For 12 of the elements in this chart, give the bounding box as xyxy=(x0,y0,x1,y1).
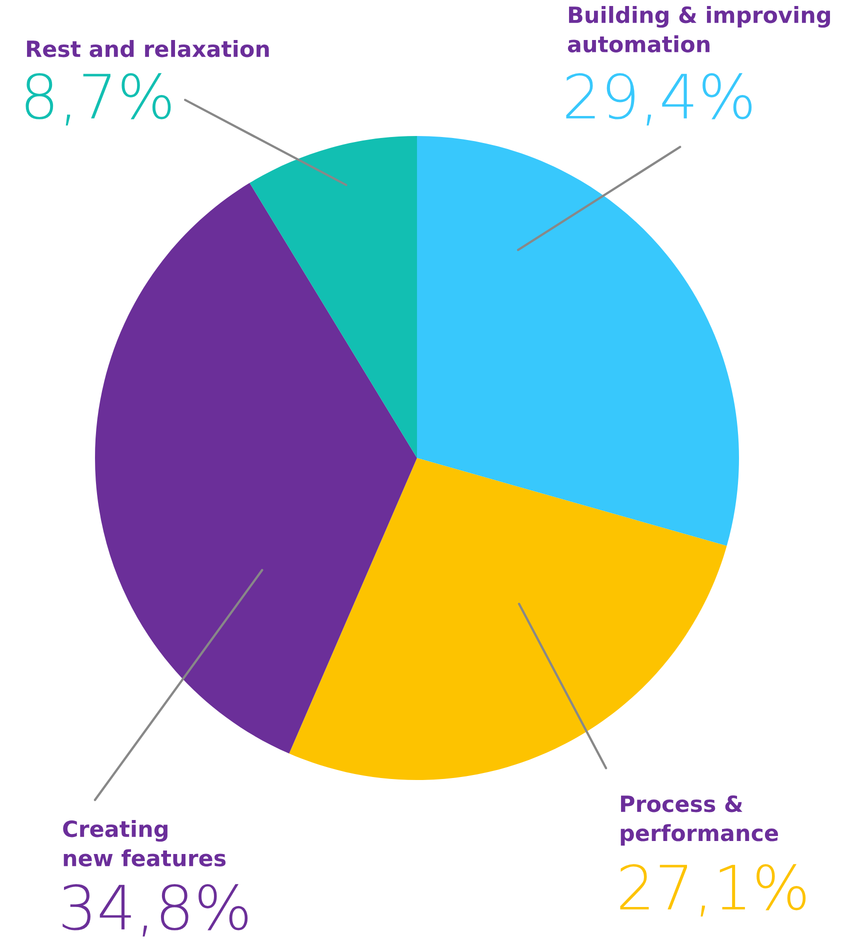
pie-slice xyxy=(289,458,727,780)
data-label: 29,4% xyxy=(566,73,752,126)
data-label: 27,1% xyxy=(620,864,806,917)
slice-label: Process & performance xyxy=(620,795,778,846)
pie-slice xyxy=(417,136,739,546)
data-label: 34,8% xyxy=(62,884,248,937)
slice-label: Building & improving automation xyxy=(568,6,830,52)
slice-label: Creating new features xyxy=(63,820,226,866)
pie-slice xyxy=(95,182,417,754)
data-label: 8,7% xyxy=(26,73,171,126)
slice-label: Rest and relaxation xyxy=(27,40,269,58)
pie-slice xyxy=(250,136,417,458)
